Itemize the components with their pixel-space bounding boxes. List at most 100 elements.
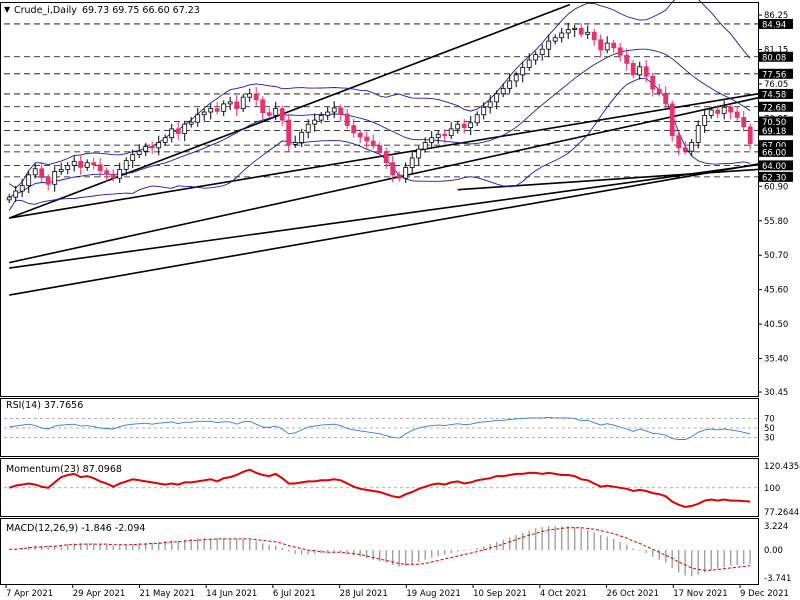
candle[interactable] [364,136,370,142]
candle[interactable] [143,146,149,152]
candle[interactable] [182,123,188,135]
candle[interactable] [299,131,305,143]
candle[interactable] [39,168,45,178]
candle[interactable] [585,31,591,35]
candle[interactable] [130,154,136,162]
candle[interactable] [19,185,25,192]
candle[interactable] [253,93,259,101]
candle[interactable] [175,128,181,135]
candle[interactable] [624,54,630,64]
candle[interactable] [390,162,396,176]
candle[interactable] [123,160,129,170]
candle[interactable] [526,59,532,68]
candle[interactable] [52,171,58,185]
candle[interactable] [357,132,363,138]
candle[interactable] [487,101,493,108]
candle[interactable] [84,162,90,168]
candle[interactable] [546,40,552,50]
candle[interactable] [370,140,376,147]
candle[interactable] [409,157,415,168]
candle[interactable] [403,167,409,179]
candle[interactable] [318,114,324,121]
candle[interactable] [71,160,77,166]
candle[interactable] [695,125,701,143]
candle[interactable] [682,147,688,152]
candle[interactable] [533,54,539,61]
candle[interactable] [689,142,695,152]
candle[interactable] [617,47,623,56]
candle[interactable] [416,148,422,159]
candle[interactable] [325,111,331,116]
candle[interactable] [442,133,448,137]
candle[interactable] [188,121,194,125]
candle[interactable] [507,80,513,89]
candle[interactable] [234,101,240,110]
candle[interactable] [643,66,649,77]
candle[interactable] [65,164,71,170]
candle[interactable] [721,106,727,114]
candle[interactable] [578,27,584,35]
candle[interactable] [461,123,467,128]
candle[interactable] [221,103,227,112]
candle[interactable] [26,174,32,187]
candle[interactable] [58,169,64,172]
candle[interactable] [494,93,500,103]
candle[interactable] [260,99,266,114]
candle[interactable] [104,170,110,175]
candle[interactable] [728,106,734,113]
candle[interactable] [208,108,214,113]
candle[interactable] [455,123,461,130]
candle[interactable] [539,48,545,56]
header-arrow-icon[interactable]: ▼ [4,5,11,14]
candle[interactable] [195,114,201,123]
candle[interactable] [500,87,506,95]
candle[interactable] [383,152,389,164]
candle[interactable] [741,117,747,128]
candle[interactable] [663,92,669,105]
candle[interactable] [266,112,272,116]
candle[interactable] [292,142,298,145]
candle[interactable] [565,29,571,34]
candle[interactable] [279,108,285,121]
candle[interactable] [552,37,558,42]
candle[interactable] [572,27,578,31]
candle[interactable] [312,119,318,125]
candle[interactable] [435,133,441,139]
candle[interactable] [650,75,656,90]
candle[interactable] [273,108,279,116]
candle[interactable] [247,93,253,98]
candle[interactable] [598,39,604,51]
candle[interactable] [351,125,357,134]
candle[interactable] [13,190,19,198]
candle[interactable] [286,119,292,145]
candle[interactable] [396,174,402,179]
candle[interactable] [110,173,116,179]
candle[interactable] [162,137,168,143]
candle[interactable] [331,107,337,113]
candle[interactable] [448,128,454,137]
candle[interactable] [91,162,97,166]
candle[interactable] [201,111,207,116]
candle[interactable] [611,42,617,49]
candle[interactable] [240,96,246,110]
candle[interactable] [669,103,675,137]
candle[interactable] [559,32,565,39]
candle[interactable] [227,101,233,105]
candle[interactable] [305,123,311,133]
candle[interactable] [520,67,526,76]
candle[interactable] [117,169,123,179]
candle[interactable] [156,142,162,149]
candle[interactable] [169,128,175,139]
candle[interactable] [637,66,643,76]
candle[interactable] [474,114,480,124]
candle[interactable] [468,122,474,128]
candle[interactable] [344,113,350,126]
candle[interactable] [708,109,714,116]
candle[interactable] [429,137,435,143]
candle[interactable] [422,142,428,150]
candle[interactable] [97,164,103,172]
candle[interactable] [513,74,519,82]
candle[interactable] [481,106,487,116]
candle[interactable] [32,168,38,176]
